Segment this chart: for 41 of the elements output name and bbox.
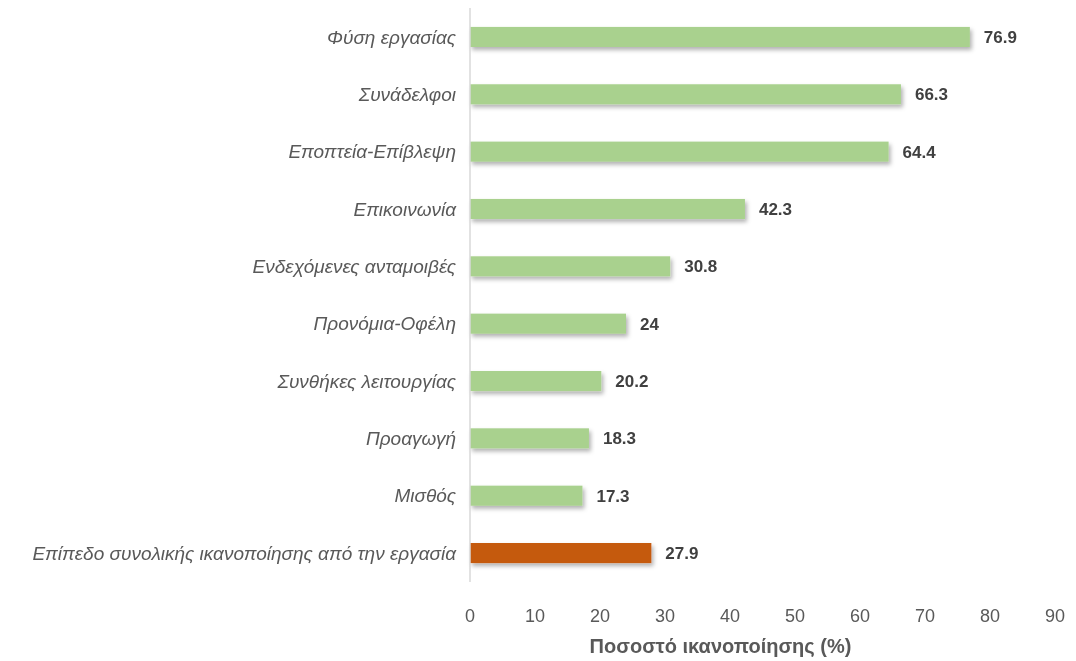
y-tick-label: Επίπεδο συνολικής ικανοποίησης από την εργασία bbox=[32, 542, 458, 564]
y-tick-label: Προαγωγή bbox=[365, 428, 456, 450]
y-tick-label: Συνθήκες λειτουργίας bbox=[276, 370, 457, 392]
data-label: 27.9 bbox=[665, 543, 699, 563]
bar bbox=[470, 198, 745, 220]
y-tick-label: Συνάδελφοι bbox=[357, 83, 456, 105]
y-tick-label: Ενδεχόμενες ανταμοιβές bbox=[252, 255, 457, 277]
bar bbox=[470, 428, 589, 449]
data-label: 18.3 bbox=[602, 429, 637, 449]
y-tick-label: Φύση εργασίας bbox=[327, 26, 457, 48]
bar bbox=[470, 84, 901, 105]
y-tick-label: Προνόμια-Οφέλη bbox=[313, 313, 456, 335]
bar bbox=[470, 141, 889, 162]
x-tick-label: 40 bbox=[719, 606, 741, 627]
bar bbox=[470, 256, 671, 277]
x-tick-label: 60 bbox=[849, 606, 871, 627]
x-tick-label: 30 bbox=[654, 606, 676, 627]
x-tick-label: 70 bbox=[914, 606, 936, 627]
data-label: 17.3 bbox=[596, 486, 630, 506]
data-label: 66.3 bbox=[914, 85, 949, 105]
y-tick-label: Επικοινωνία bbox=[353, 198, 458, 220]
x-tick-label: 20 bbox=[589, 606, 611, 627]
x-tick-label: 80 bbox=[979, 606, 1001, 627]
data-label: 64.4 bbox=[902, 142, 937, 162]
y-tick-label: Εποπτεία-Επίβλεψη bbox=[288, 141, 456, 163]
bar bbox=[470, 313, 626, 334]
data-label: 20.2 bbox=[615, 371, 649, 391]
data-label: 76.9 bbox=[983, 27, 1017, 47]
bar bbox=[470, 370, 602, 392]
y-tick-label: Μισθός bbox=[394, 485, 457, 507]
bar bbox=[470, 26, 970, 47]
x-tick-label: 90 bbox=[1044, 606, 1066, 627]
x-tick-label: 10 bbox=[524, 606, 546, 627]
data-label: 24 bbox=[640, 314, 660, 334]
x-tick-label: 50 bbox=[784, 606, 806, 627]
data-label: 30.8 bbox=[684, 257, 718, 277]
x-axis-title: Ποσοστό ικανοποίησης (%) bbox=[589, 635, 852, 657]
bar bbox=[470, 485, 583, 506]
x-tick-label: 0 bbox=[464, 606, 476, 627]
data-label: 42.3 bbox=[758, 199, 793, 219]
bar bbox=[470, 543, 652, 564]
